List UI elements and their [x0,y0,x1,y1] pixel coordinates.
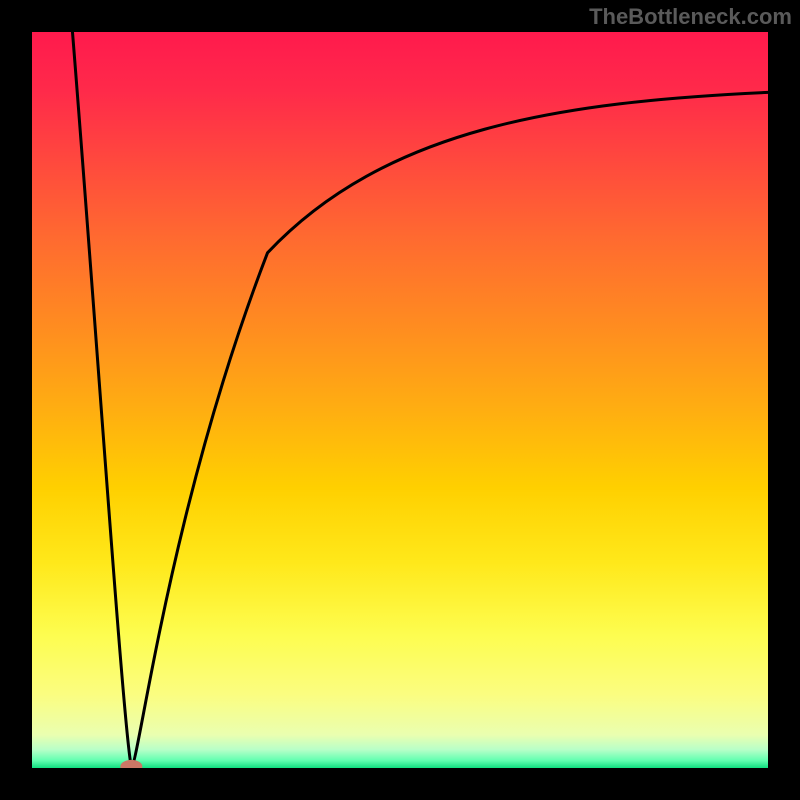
bottleneck-chart [0,0,800,800]
frame-left [0,0,32,800]
watermark-text: TheBottleneck.com [589,4,792,30]
chart-container: TheBottleneck.com [0,0,800,800]
frame-bottom [0,768,800,800]
frame-right [768,0,800,800]
plot-background [32,32,768,768]
